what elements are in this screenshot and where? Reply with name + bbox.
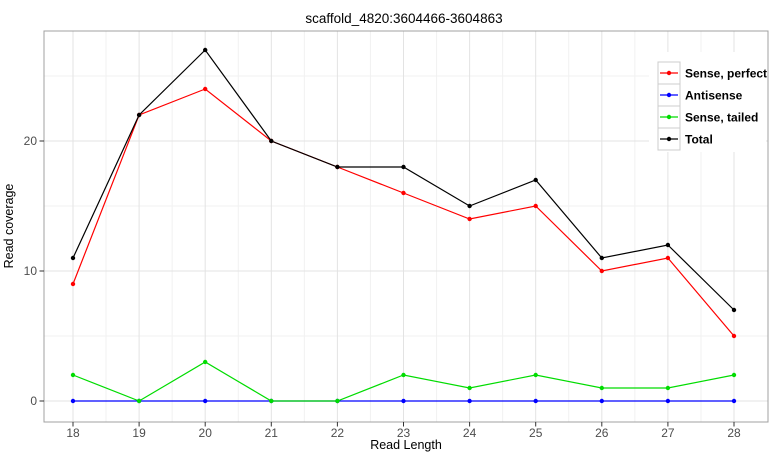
legend-label: Antisense: [685, 89, 743, 103]
data-point-antisense: [401, 398, 406, 404]
legend-key-point: [666, 114, 672, 120]
x-tick-label: 20: [199, 426, 213, 440]
data-point-antisense: [599, 398, 604, 404]
series-group: [70, 47, 737, 404]
legend-item-antisense: Antisense: [657, 83, 743, 107]
data-point-sense-tailed: [599, 385, 604, 391]
legend-key-point: [666, 136, 672, 142]
x-tick-label: 22: [331, 426, 345, 440]
data-point-antisense: [70, 398, 76, 404]
data-point-total: [203, 47, 208, 53]
y-axis-title: Read coverage: [2, 184, 16, 269]
x-tick-label: 23: [397, 426, 411, 440]
data-point-total: [136, 112, 142, 118]
legend-label: Sense, perfect: [685, 67, 767, 81]
y-tick-label: 20: [24, 134, 38, 148]
x-tick-label: 28: [727, 426, 741, 440]
data-point-total: [401, 164, 406, 170]
data-point-sense-perfect: [467, 216, 472, 222]
data-point-sense-perfect: [665, 255, 671, 261]
data-point-sense-tailed: [533, 372, 538, 378]
data-point-sense-tailed: [203, 359, 208, 365]
y-tick-label: 0: [30, 394, 37, 408]
data-point-sense-tailed: [467, 385, 472, 391]
data-point-total: [599, 255, 604, 261]
y-tick-label: 10: [24, 264, 38, 278]
chart-title: scaffold_4820:3604466-3604863: [305, 11, 502, 26]
legend-label: Total: [685, 133, 713, 147]
data-point-sense-perfect: [599, 268, 604, 274]
data-point-sense-perfect: [731, 333, 737, 339]
x-tick-label: 25: [529, 426, 543, 440]
x-tick-label: 27: [661, 426, 675, 440]
legend-item-total: Total: [657, 127, 713, 151]
data-point-sense-tailed: [70, 372, 76, 378]
axis-ticks: 18 19 20 21 22 23 24 25 26 27 28 0 10 20: [24, 134, 741, 440]
data-point-total: [665, 242, 671, 248]
data-point-sense-tailed: [401, 372, 406, 378]
data-point-antisense: [467, 398, 472, 404]
x-tick-label: 24: [463, 426, 477, 440]
x-tick-label: 18: [66, 426, 80, 440]
data-point-total: [269, 138, 274, 144]
data-point-total: [731, 307, 737, 313]
data-point-total: [467, 203, 472, 209]
legend-item-sense-tailed: Sense, tailed: [657, 105, 758, 129]
data-point-sense-perfect: [203, 86, 208, 92]
data-point-antisense: [533, 398, 538, 404]
data-point-antisense: [203, 398, 208, 404]
legend-key-point: [666, 70, 672, 76]
data-point-sense-perfect: [70, 281, 76, 287]
x-tick-label: 26: [595, 426, 609, 440]
data-point-antisense: [665, 398, 671, 404]
data-point-total: [533, 177, 538, 183]
x-axis-title: Read Length: [370, 438, 442, 452]
data-point-sense-tailed: [335, 398, 340, 404]
data-point-sense-perfect: [533, 203, 538, 209]
plot-panel: [44, 31, 768, 422]
data-point-sense-tailed: [665, 385, 671, 391]
data-point-sense-tailed: [136, 398, 142, 404]
legend-item-sense-perfect: Sense, perfect: [657, 61, 767, 85]
panel-border: [43, 30, 769, 423]
x-tick-label: 19: [132, 426, 146, 440]
legend-key-point: [666, 92, 672, 98]
data-point-antisense: [731, 398, 737, 404]
x-tick-label: 21: [265, 426, 279, 440]
data-point-total: [70, 255, 76, 261]
data-point-total: [335, 164, 340, 170]
data-point-sense-tailed: [731, 372, 737, 378]
legend-label: Sense, tailed: [685, 111, 758, 125]
legend: Sense, perfect Antisense Sense, tailed Tota…: [649, 52, 767, 152]
data-point-sense-perfect: [401, 190, 406, 196]
data-point-sense-tailed: [269, 398, 274, 404]
